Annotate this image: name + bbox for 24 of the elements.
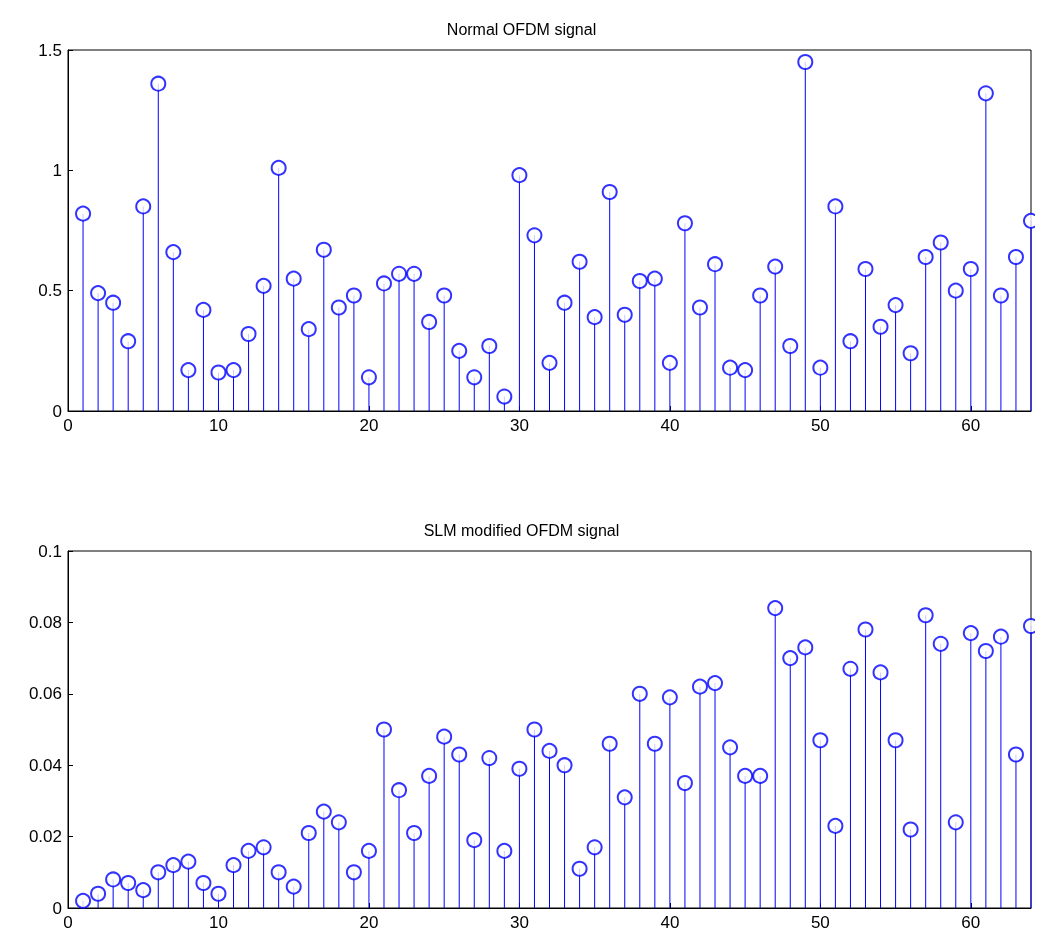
x-tick-label: 60 [961, 913, 981, 932]
x-tick-label: 40 [660, 416, 680, 435]
y-tick-label: 0.06 [28, 684, 62, 704]
x-tick-label: 20 [359, 416, 379, 435]
y-tick-label: 0.08 [28, 612, 62, 632]
y-tick-label: 1 [52, 160, 62, 180]
chart-title: Normal OFDM signal [446, 20, 597, 38]
y-tick-label: 1.5 [38, 40, 62, 60]
x-tick-label: 30 [509, 913, 529, 932]
x-tick-label: 60 [961, 416, 981, 435]
y-tick-label: 0 [52, 401, 62, 421]
x-tick-label: 10 [209, 913, 228, 932]
x-tick-label: 10 [209, 416, 228, 435]
chart-title: SLM modified OFDM signal [423, 521, 620, 539]
y-tick-label: 0.04 [28, 755, 62, 775]
x-tick-label: 20 [359, 913, 379, 932]
x-tick-label: 50 [810, 416, 830, 435]
y-tick-label: 0.1 [38, 541, 62, 561]
y-tick-label: 0 [52, 898, 62, 918]
y-tick-label: 0.5 [38, 281, 62, 301]
x-tick-label: 50 [810, 913, 830, 932]
y-tick-label: 0.02 [28, 827, 62, 847]
x-tick-label: 40 [660, 913, 680, 932]
x-tick-label: 30 [509, 416, 529, 435]
